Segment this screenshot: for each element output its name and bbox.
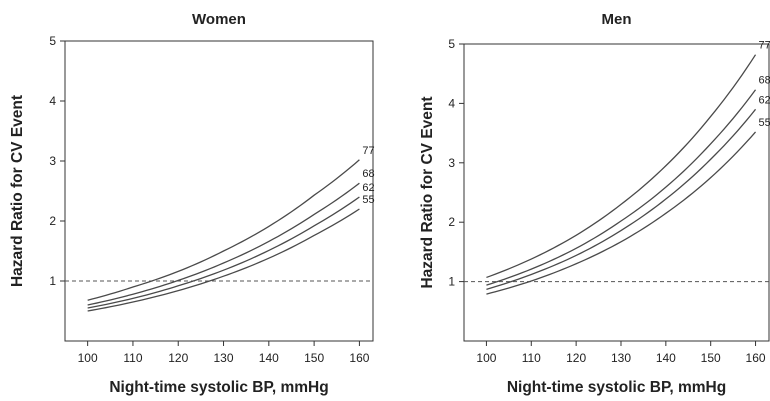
x-tick-label: 160	[746, 351, 766, 365]
x-tick-label: 130	[214, 351, 234, 365]
y-tick-label: 3	[49, 154, 56, 168]
plot-frame	[463, 43, 770, 342]
y-tick-label: 1	[49, 274, 56, 288]
x-axis-label: Night-time systolic BP, mmHg	[507, 379, 726, 396]
x-tick-label: 100	[78, 351, 98, 365]
y-tick-label: 5	[49, 34, 56, 48]
x-tick-label: 120	[168, 351, 188, 365]
series-line-62	[486, 108, 757, 290]
series-line-77	[87, 159, 360, 301]
series-line-55	[486, 131, 757, 295]
y-tick-label: 5	[448, 37, 455, 51]
x-tick-label: 100	[476, 351, 496, 365]
x-tick-label: 160	[349, 351, 369, 365]
x-tick-label: 140	[656, 351, 676, 365]
x-axis-label: Night-time systolic BP, mmHg	[109, 379, 328, 396]
x-tick-label: 150	[701, 351, 721, 365]
x-tick-label: 150	[304, 351, 324, 365]
series-label-77: 77	[362, 145, 374, 157]
y-tick-label: 2	[49, 214, 56, 228]
plot-frame	[64, 40, 374, 342]
y-tick-label: 3	[448, 156, 455, 170]
series-line-68	[486, 89, 757, 286]
series-label-62: 62	[759, 94, 770, 106]
series-label-68: 68	[759, 75, 770, 87]
chart-title: Women	[192, 11, 246, 28]
x-tick-label: 130	[611, 351, 631, 365]
series-line-68	[87, 182, 360, 306]
series-label-62: 62	[362, 182, 374, 194]
series-label-77: 77	[759, 40, 770, 52]
series-label-68: 68	[362, 168, 374, 180]
chart-panel-men: Men Night-time systolic BP, mmHg Hazard …	[419, 11, 770, 396]
series-label-55: 55	[759, 117, 770, 129]
x-tick-label: 110	[522, 351, 541, 365]
series-line-55	[87, 208, 360, 312]
y-axis-label: Hazard Ratio for CV Event	[419, 96, 436, 288]
chart-title: Men	[602, 11, 632, 28]
y-tick-label: 4	[448, 96, 455, 110]
y-tick-label: 1	[448, 275, 455, 289]
x-tick-label: 120	[566, 351, 586, 365]
y-tick-label: 4	[49, 94, 56, 108]
y-axis-label: Hazard Ratio for CV Event	[9, 95, 26, 287]
y-tick-label: 2	[448, 215, 455, 229]
x-tick-label: 110	[123, 351, 142, 365]
chart-panel-women: Women Night-time systolic BP, mmHg Hazar…	[9, 11, 375, 396]
series-line-62	[87, 196, 360, 309]
series-line-77	[486, 54, 757, 279]
series-label-55: 55	[362, 194, 374, 206]
x-tick-label: 140	[259, 351, 279, 365]
